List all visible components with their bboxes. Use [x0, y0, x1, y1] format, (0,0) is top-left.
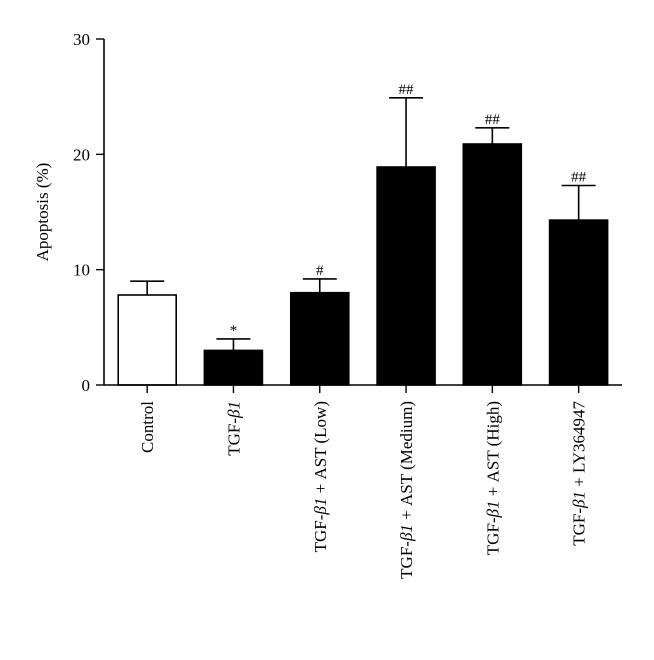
x-tick-label-3: TGF-β1 + AST (Medium) [397, 401, 416, 579]
y-tick-label-1: 10 [73, 261, 90, 280]
y-tick-label-3: 30 [73, 30, 90, 49]
bar-4 [462, 143, 523, 386]
significance-label-2: # [316, 263, 324, 279]
significance-label-3: ## [399, 82, 415, 98]
bar-5 [548, 219, 609, 386]
bars-group [117, 143, 609, 386]
significance-label-5: ## [571, 170, 587, 186]
y-tick-label-0: 0 [82, 376, 91, 395]
significance-label-4: ## [485, 112, 501, 128]
bar-0 [117, 294, 177, 386]
x-tick-label-4: TGF-β1 + AST (High) [483, 401, 502, 555]
y-axis-label: Apoptosis (%) [33, 163, 52, 262]
bar-3 [376, 166, 436, 386]
significance-labels-group: *####### [230, 82, 587, 339]
x-axis: Control TGF-β1 TGF-β1 + AST (Low) TGF-β1 + … [104, 384, 622, 579]
bar-2 [289, 291, 350, 386]
x-tick-label-2: TGF-β1 + AST (Low) [311, 401, 330, 552]
x-tick-label-1: TGF-β1 [224, 401, 243, 456]
x-tick-label-5: TGF-β1 + LY364947 [570, 401, 589, 546]
significance-label-1: * [230, 323, 238, 339]
x-tick-label-0: Control [138, 401, 157, 453]
error-bars-group [130, 97, 596, 351]
y-tick-label-2: 20 [73, 145, 90, 164]
y-axis: 0 10 20 30 [73, 30, 105, 395]
bar-1 [203, 349, 264, 386]
